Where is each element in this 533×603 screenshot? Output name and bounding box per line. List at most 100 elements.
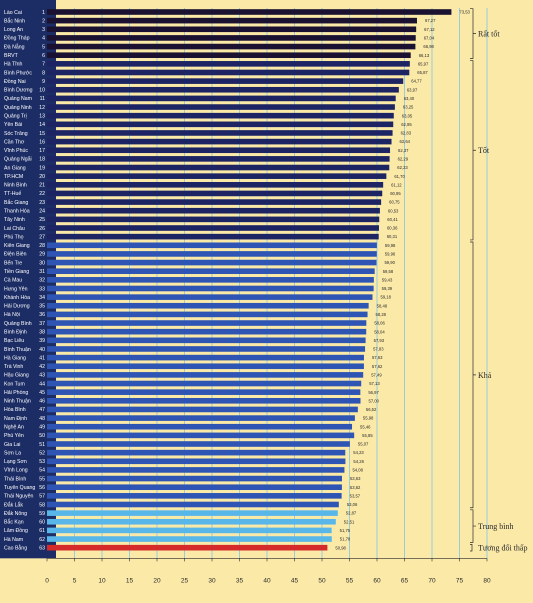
province-label: Cần Thơ [4,139,25,145]
value-label: 66,98 [423,44,434,49]
province-label: Tây Ninh [4,217,25,223]
value-label: 55,46 [360,424,371,429]
value-label: 57,63 [372,355,383,360]
rank-label: 37 [39,321,45,327]
value-label: 63,97 [407,87,418,92]
value-label: 60,41 [387,217,398,222]
bar [47,26,417,33]
rank-label: 61 [39,528,45,534]
value-label: 60,36 [387,226,398,231]
rank-label: 6 [42,53,45,59]
x-tick-label: 65 [401,577,409,584]
province-label: Lâm Đồng [4,528,28,534]
province-label: Đà Nẵng [4,43,25,50]
bar [47,536,332,542]
province-label: TP.HCM [4,174,23,180]
province-label: BRVT [4,53,19,59]
value-label: 54,23 [353,450,364,455]
rank-label: 38 [39,329,45,335]
value-label: 56,97 [368,390,379,395]
province-label: Kiên Giang [4,243,30,249]
rank-label: 60 [39,520,45,526]
province-label: Quảng Ngãi [4,157,32,163]
bar [47,207,380,214]
group-bracket [470,60,476,241]
province-label: Kon Tum [4,381,25,387]
province-label: Hưng Yên [4,286,28,292]
province-label: Đắk Nông [4,510,27,517]
value-label: 66,13 [419,53,430,58]
value-label: 67,12 [424,27,435,32]
x-tick-label: 15 [126,577,134,584]
value-label: 59,39 [382,286,393,291]
rank-label: 49 [39,425,45,431]
province-label: Quảng Nam [4,96,32,102]
province-label: Phú Thọ [4,234,24,240]
province-label: Hà Giang [4,355,26,361]
rank-label: 18 [39,157,45,163]
bar [47,173,387,179]
province-label: Thái Nguyên [4,494,34,500]
bar [47,242,377,249]
province-label: Đắk Lắk [4,501,23,508]
province-label: Đồng Nai [4,79,26,85]
bar [47,467,345,473]
bar [47,130,393,136]
province-label: Bạc Liêu [4,338,24,344]
group-brackets: Rất tốt Tốt Khá Trung bình Tương đối thấp [470,8,527,553]
rank-label: 8 [42,70,45,76]
rank-label: 47 [39,407,45,413]
value-label: 59,96 [385,252,396,257]
bar [47,277,374,283]
rank-label: 27 [39,234,45,240]
province-label: Quảng Bình [4,321,32,327]
rank-label: 14 [39,122,45,128]
province-label: Bắc Kạn [4,519,24,526]
province-label: Sóc Trăng [4,131,28,137]
province-label: Điện Biên [4,252,27,258]
province-label: Đồng Tháp [4,36,30,42]
bar [47,337,366,344]
x-tick-label: 70 [428,577,436,584]
value-label: 59,18 [380,295,391,300]
bar [47,86,399,93]
value-label: 57,62 [372,364,383,369]
group-label: Tương đối thấp [478,544,527,553]
value-label: 62,23 [397,165,408,170]
province-label: Lạng Sơn [4,459,27,465]
value-label: 50,98 [335,545,346,550]
bar [47,458,346,465]
bar [47,95,396,102]
value-label: 60,31 [387,234,398,239]
rank-label: 46 [39,399,45,405]
province-label: Long An [4,27,23,33]
x-tick-label: 30 [208,577,216,584]
province-label: Phú Yên [4,433,24,439]
group-label: Tốt [478,146,490,155]
rank-label: 52 [39,450,45,456]
rank-label: 63 [39,545,45,551]
rank-label: 1 [42,10,45,16]
bar [47,354,364,361]
province-label: Bắc Giang [4,199,28,206]
value-label: 64,77 [411,79,422,84]
province-label: Quảng Ninh [4,105,32,111]
value-label: 65,87 [417,70,428,75]
rank-label: 33 [39,286,45,292]
province-label: Vĩnh Phúc [4,148,28,154]
value-label: 62,95 [401,122,412,127]
value-label: 58,06 [374,321,385,326]
rank-label: 9 [42,79,45,85]
bar [47,302,369,309]
bar [47,147,391,154]
value-label: 51,78 [340,537,351,542]
x-tick-label: 50 [318,577,326,584]
rank-label: 30 [39,260,45,266]
rank-label: 31 [39,269,45,275]
value-label: 62,83 [401,131,412,136]
x-tick-label: 20 [153,577,161,584]
province-label: Hà Tĩnh [4,62,22,68]
province-label: Nam Định [4,416,27,422]
